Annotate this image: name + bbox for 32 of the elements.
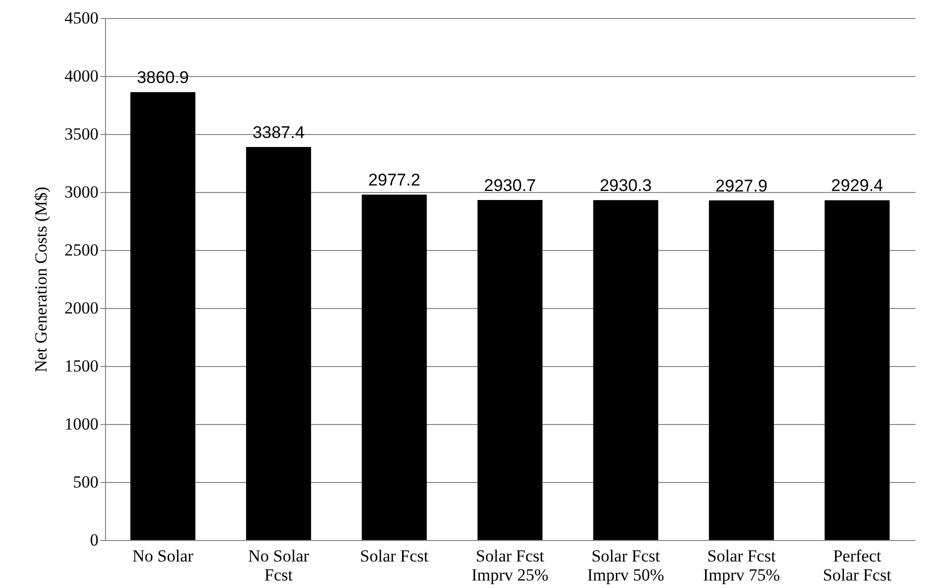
y-tick-label: 1500 xyxy=(64,356,98,376)
x-tick-label: Solar Fcst Imprv 75% xyxy=(702,546,780,584)
data-label: 2930.7 xyxy=(484,176,536,196)
y-tick-label: 3000 xyxy=(64,182,98,202)
x-tick-label: Solar Fcst xyxy=(360,546,429,566)
y-tick-label: 0 xyxy=(90,530,98,550)
data-label: 2929.4 xyxy=(831,176,884,196)
y-tick-label: 500 xyxy=(73,472,98,492)
y-tick-label: 2500 xyxy=(64,240,98,260)
y-tick-label: 4500 xyxy=(64,8,98,28)
y-tick-label: 2000 xyxy=(64,298,98,318)
bar xyxy=(824,200,890,540)
bar xyxy=(130,92,196,540)
x-tick-label: Solar Fcst Imprv 25% xyxy=(472,546,548,584)
y-tick-label: 4000 xyxy=(64,66,98,86)
data-label: 3387.4 xyxy=(252,123,305,142)
bar xyxy=(478,200,542,540)
x-tick-label: Solar Fcst Imprv 50% xyxy=(587,546,664,584)
data-label: 2977.2 xyxy=(368,170,420,190)
y-axis-title: Net Generation Costs (M$) xyxy=(32,186,50,372)
data-label: 2930.3 xyxy=(600,176,652,196)
x-tick-label: Perfect Solar Fcst xyxy=(822,546,892,584)
x-tick-label: No Solar Fcst xyxy=(248,546,310,584)
y-tick-label: 1000 xyxy=(64,414,98,434)
bar xyxy=(362,194,427,540)
data-label: 2927.9 xyxy=(715,176,768,196)
bar xyxy=(246,147,312,540)
bar xyxy=(708,200,774,540)
y-tick-label: 3500 xyxy=(64,124,98,144)
data-label: 3860.9 xyxy=(136,68,189,88)
x-tick-label: No Solar xyxy=(132,546,194,566)
bar xyxy=(593,200,658,540)
